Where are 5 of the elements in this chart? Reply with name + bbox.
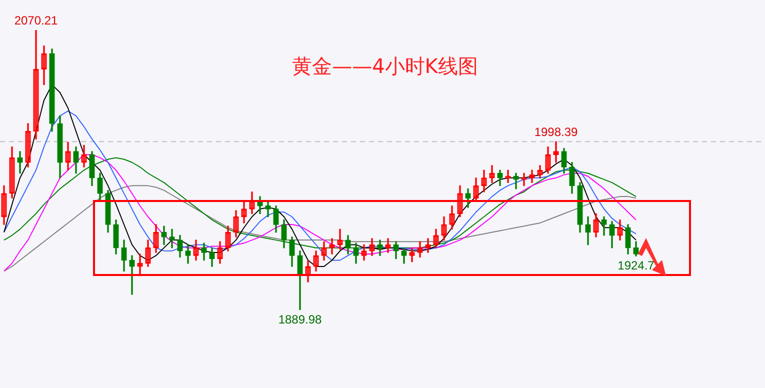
annotation: 1889.98 [278, 312, 322, 326]
annotation: 1924.7 [618, 258, 655, 272]
annotation: 2070.21 [14, 13, 58, 28]
text: 黄金——4小时K线图 [292, 54, 478, 78]
annotation: 1998.39 [534, 124, 578, 139]
